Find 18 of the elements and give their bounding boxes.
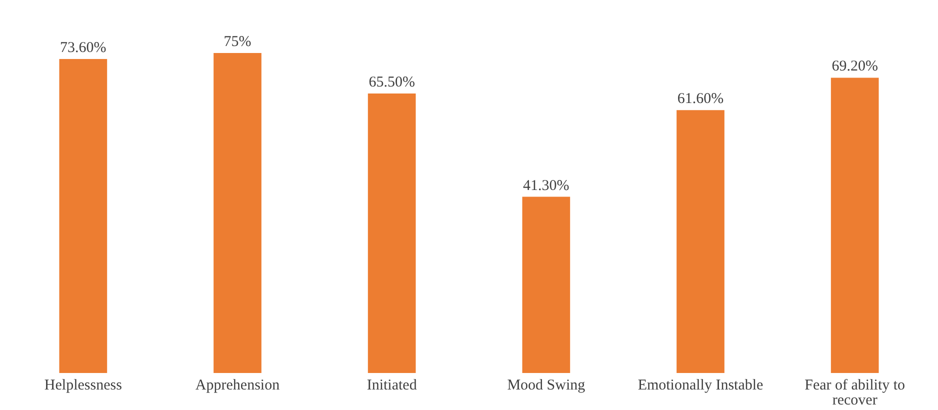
bar bbox=[368, 94, 416, 373]
data-label: 75% bbox=[224, 34, 252, 50]
x-tick-label: Helplessness bbox=[44, 378, 122, 394]
data-label: 41.30% bbox=[523, 178, 570, 194]
bar bbox=[676, 110, 724, 373]
x-tick-label: Mood Swing bbox=[507, 378, 586, 394]
bar bbox=[59, 58, 108, 373]
x-tick-label: Emotionally Instable bbox=[638, 378, 764, 394]
data-label: 61.60% bbox=[677, 91, 724, 108]
x-tick-label: Fear of ability to recover bbox=[804, 378, 906, 408]
bar bbox=[214, 53, 262, 373]
data-label: 65.50% bbox=[368, 74, 415, 91]
x-tick-label: Initiated bbox=[366, 378, 418, 394]
bar bbox=[522, 196, 570, 373]
data-label: 73.60% bbox=[60, 40, 106, 56]
bar bbox=[830, 78, 879, 373]
data-label: 69.20% bbox=[832, 58, 878, 75]
x-tick-label: Apprehension bbox=[195, 378, 280, 394]
